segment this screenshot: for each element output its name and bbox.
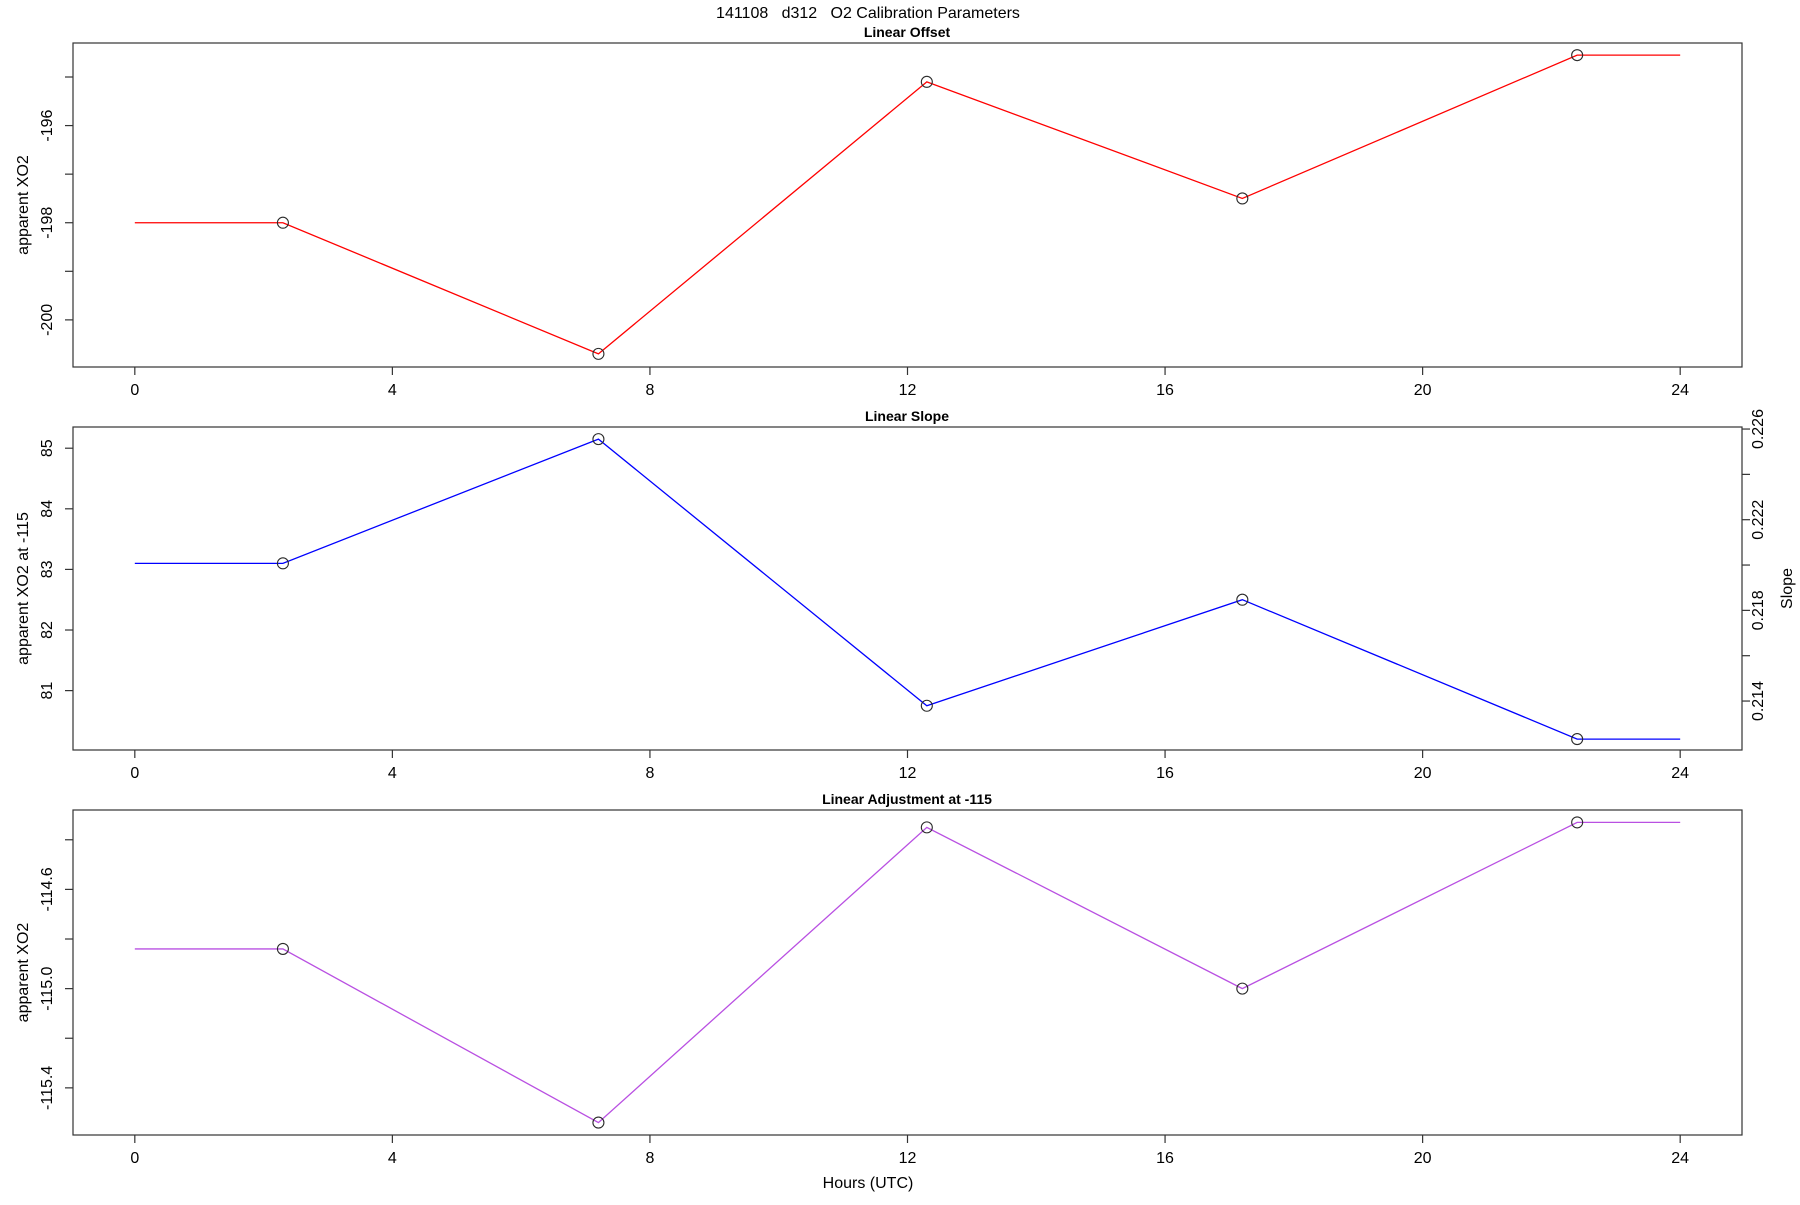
y-tick-label: 81 (39, 682, 56, 700)
data-point-marker (592, 1116, 605, 1129)
data-point-marker (920, 821, 933, 834)
x-tick-label: 12 (899, 765, 917, 782)
x-tick-label: 20 (1414, 765, 1432, 782)
data-point-marker (920, 699, 933, 712)
series-line (134, 54, 1681, 355)
panel-title: Linear Offset (864, 24, 951, 40)
x-tick-label: 16 (1156, 765, 1174, 782)
series-line (134, 821, 1681, 1124)
y-tick-label: -198 (39, 207, 56, 239)
y-axis-label: apparent XO2 (15, 155, 32, 255)
right-y-tick-label: 0.222 (1750, 500, 1767, 540)
x-tick-label: 4 (388, 382, 397, 399)
x-tick-label: 4 (388, 765, 397, 782)
x-tick-label: 24 (1671, 765, 1689, 782)
series-line (134, 438, 1681, 740)
data-point-marker (276, 942, 289, 955)
data-point-marker (1236, 593, 1249, 606)
x-tick-label: 0 (130, 382, 139, 399)
y-tick-label: -196 (39, 109, 56, 141)
y-tick-label: -115.4 (39, 1066, 56, 1110)
data-point-marker (276, 216, 289, 229)
panel-2: Linear Slope 0 4 8 12 16 20 24 81 82 83 84 85 apparen… (15, 408, 1796, 782)
x-tick-label: 20 (1414, 1150, 1432, 1167)
y-tick-label: -115.0 (39, 966, 56, 1010)
y-tick-label: -114.6 (39, 867, 56, 911)
y-tick-label: 84 (39, 500, 56, 518)
plot-box (72, 426, 1743, 751)
right-y-tick-label: 0.226 (1750, 409, 1767, 449)
y-tick-label: 85 (39, 439, 56, 457)
right-y-tick-label: 0.218 (1750, 590, 1767, 630)
data-point-marker (1571, 49, 1584, 62)
y-tick-label: 82 (39, 621, 56, 639)
x-tick-label: 16 (1156, 1150, 1174, 1167)
data-point-marker (592, 347, 605, 360)
data-point-marker (1236, 192, 1249, 205)
y-axis-label: apparent XO2 (15, 923, 32, 1023)
panel-title: Linear Adjustment at -115 (822, 791, 992, 807)
data-point-marker (1571, 733, 1584, 746)
y-tick-label: -200 (39, 304, 56, 336)
plot-box (72, 809, 1743, 1136)
x-tick-label: 0 (130, 765, 139, 782)
y-axis-label: apparent XO2 at -115 (15, 512, 32, 665)
right-y-tick-label: 0.214 (1750, 681, 1767, 721)
data-point-marker (920, 75, 933, 88)
x-tick-label: 24 (1671, 382, 1689, 399)
x-tick-label: 0 (130, 1150, 139, 1167)
data-point-marker (276, 557, 289, 570)
panel-1: Linear Offset 0 4 8 12 16 20 24 -196 -198 -200 appa… (15, 24, 1743, 399)
panels-group: Linear Offset 0 4 8 12 16 20 24 -196 -198 -200 appa… (15, 24, 1796, 1167)
data-point-marker (1571, 816, 1584, 829)
x-axis-label: Hours (UTC) (823, 1175, 914, 1192)
x-tick-label: 8 (645, 765, 654, 782)
x-tick-label: 24 (1671, 1150, 1689, 1167)
y-tick-label: 83 (39, 560, 56, 578)
x-tick-label: 12 (899, 382, 917, 399)
x-tick-label: 20 (1414, 382, 1432, 399)
x-tick-label: 8 (645, 1150, 654, 1167)
x-tick-label: 16 (1156, 382, 1174, 399)
main-title: 141108 d312 O2 Calibration Parameters (716, 5, 1020, 22)
x-tick-label: 12 (899, 1150, 917, 1167)
panel-3: Linear Adjustment at -115 0 4 8 12 16 20 24 -114… (15, 791, 1743, 1167)
x-tick-label: 4 (388, 1150, 397, 1167)
x-tick-label: 8 (645, 382, 654, 399)
data-point-marker (592, 433, 605, 446)
panel-title: Linear Slope (865, 408, 949, 424)
data-point-marker (1236, 982, 1249, 995)
right-y-axis-label: Slope (1779, 568, 1796, 609)
